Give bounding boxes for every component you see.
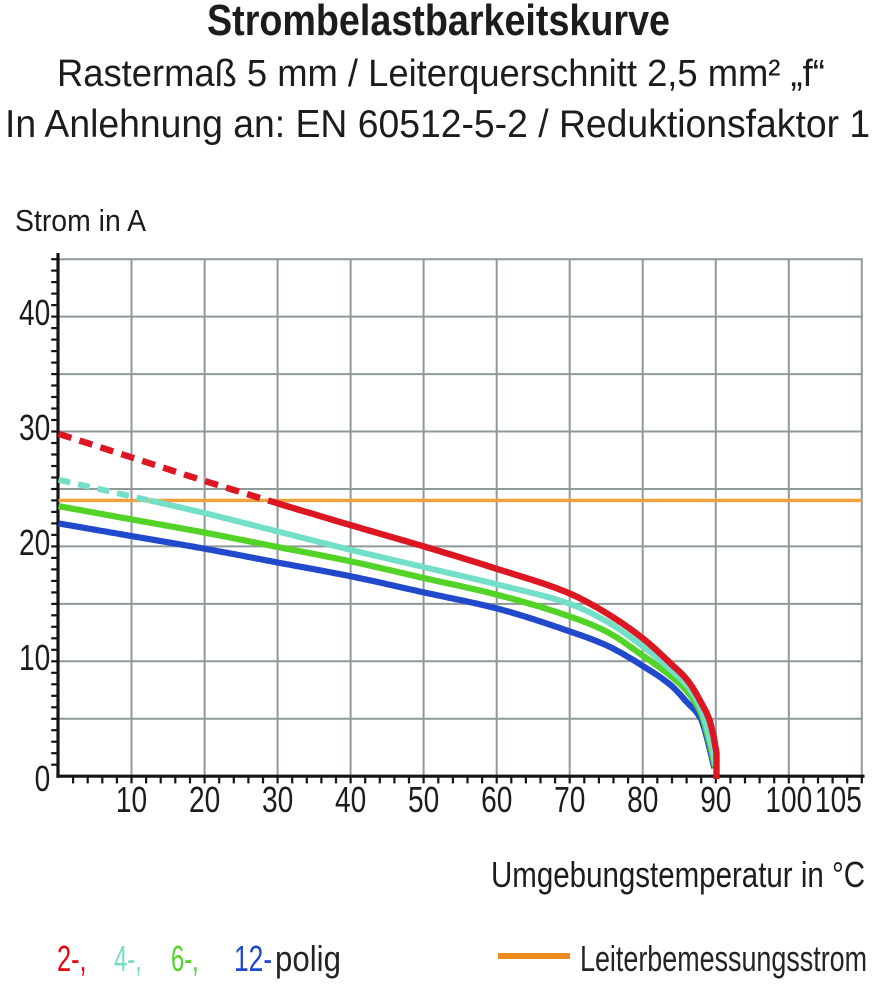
svg-text:10: 10	[116, 780, 147, 820]
svg-text:100: 100	[765, 780, 812, 820]
svg-text:30: 30	[19, 408, 50, 448]
svg-text:40: 40	[19, 293, 50, 333]
svg-text:10: 10	[19, 637, 50, 677]
svg-text:105: 105	[815, 780, 862, 820]
svg-text:90: 90	[700, 780, 731, 820]
svg-text:30: 30	[262, 780, 293, 820]
svg-text:40: 40	[335, 780, 366, 820]
svg-text:60: 60	[481, 780, 512, 820]
svg-text:70: 70	[554, 780, 585, 820]
svg-text:50: 50	[408, 780, 439, 820]
svg-text:20: 20	[189, 780, 220, 820]
svg-text:20: 20	[19, 523, 50, 563]
svg-text:80: 80	[627, 780, 658, 820]
svg-text:0: 0	[35, 759, 51, 799]
